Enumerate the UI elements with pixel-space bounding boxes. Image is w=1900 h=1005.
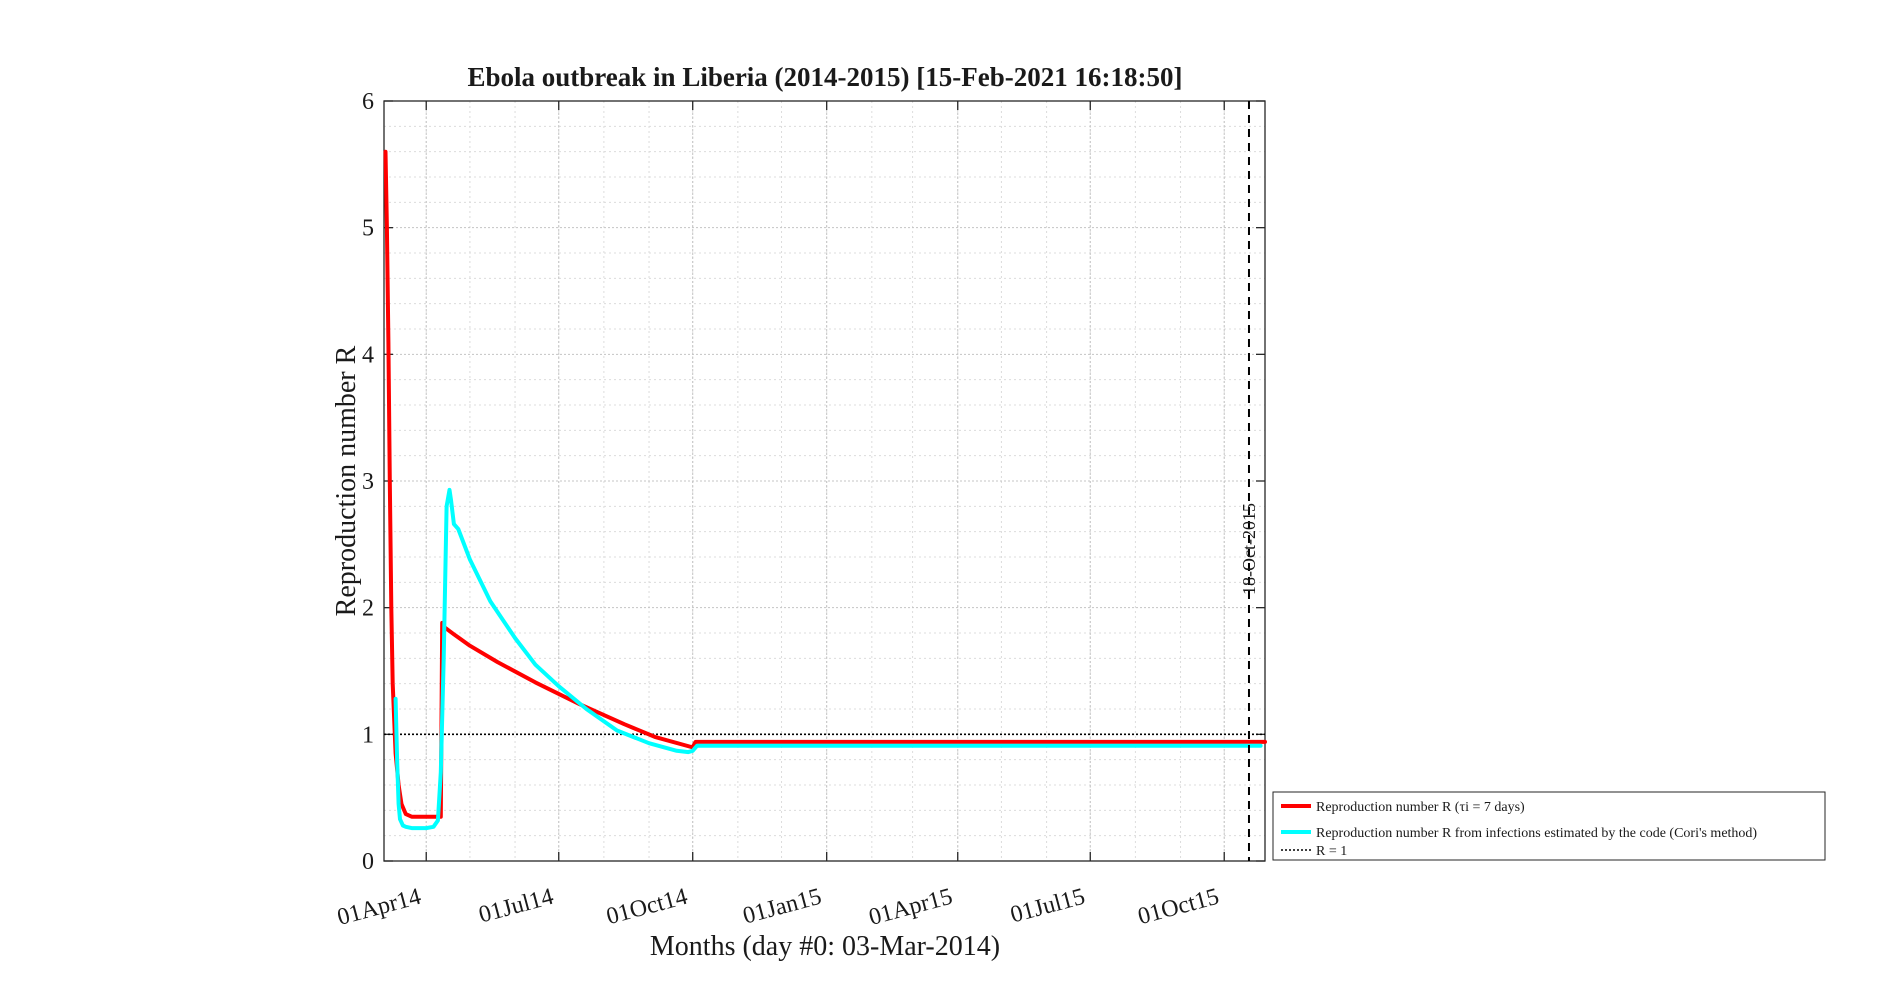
- series-layer: [383, 149, 1267, 831]
- y-tick-label: 1: [362, 722, 374, 748]
- legend-label-r1: R = 1: [1316, 844, 1347, 859]
- legend-label-r7: Reproduction number R (τi = 7 days): [1316, 800, 1525, 815]
- legend: Reproduction number R (τi = 7 days) Repr…: [1272, 791, 1826, 861]
- x-axis-label: Months (day #0: 03-Mar-2014): [650, 931, 1000, 962]
- y-tick-label: 2: [362, 596, 374, 622]
- series-line-r-cori: [393, 487, 1263, 831]
- y-tick-label: 3: [362, 469, 374, 495]
- legend-label-cori: Reproduction number R from infections es…: [1316, 826, 1757, 841]
- chart-title: Ebola outbreak in Liberia (2014-2015) [1…: [468, 62, 1183, 92]
- y-tick-label: 0: [362, 849, 374, 875]
- vline-annotation-label: 18-Oct-2015: [1239, 503, 1259, 595]
- y-tick-label: 5: [362, 216, 374, 242]
- y-axis-label: Reproduction number R: [331, 345, 362, 616]
- grid: [384, 101, 1265, 861]
- y-tick-label: 6: [362, 89, 374, 115]
- legend-box: [1272, 791, 1826, 861]
- annotation-layer: 18-Oct-2015: [1239, 101, 1259, 861]
- y-tick-label: 4: [362, 342, 374, 368]
